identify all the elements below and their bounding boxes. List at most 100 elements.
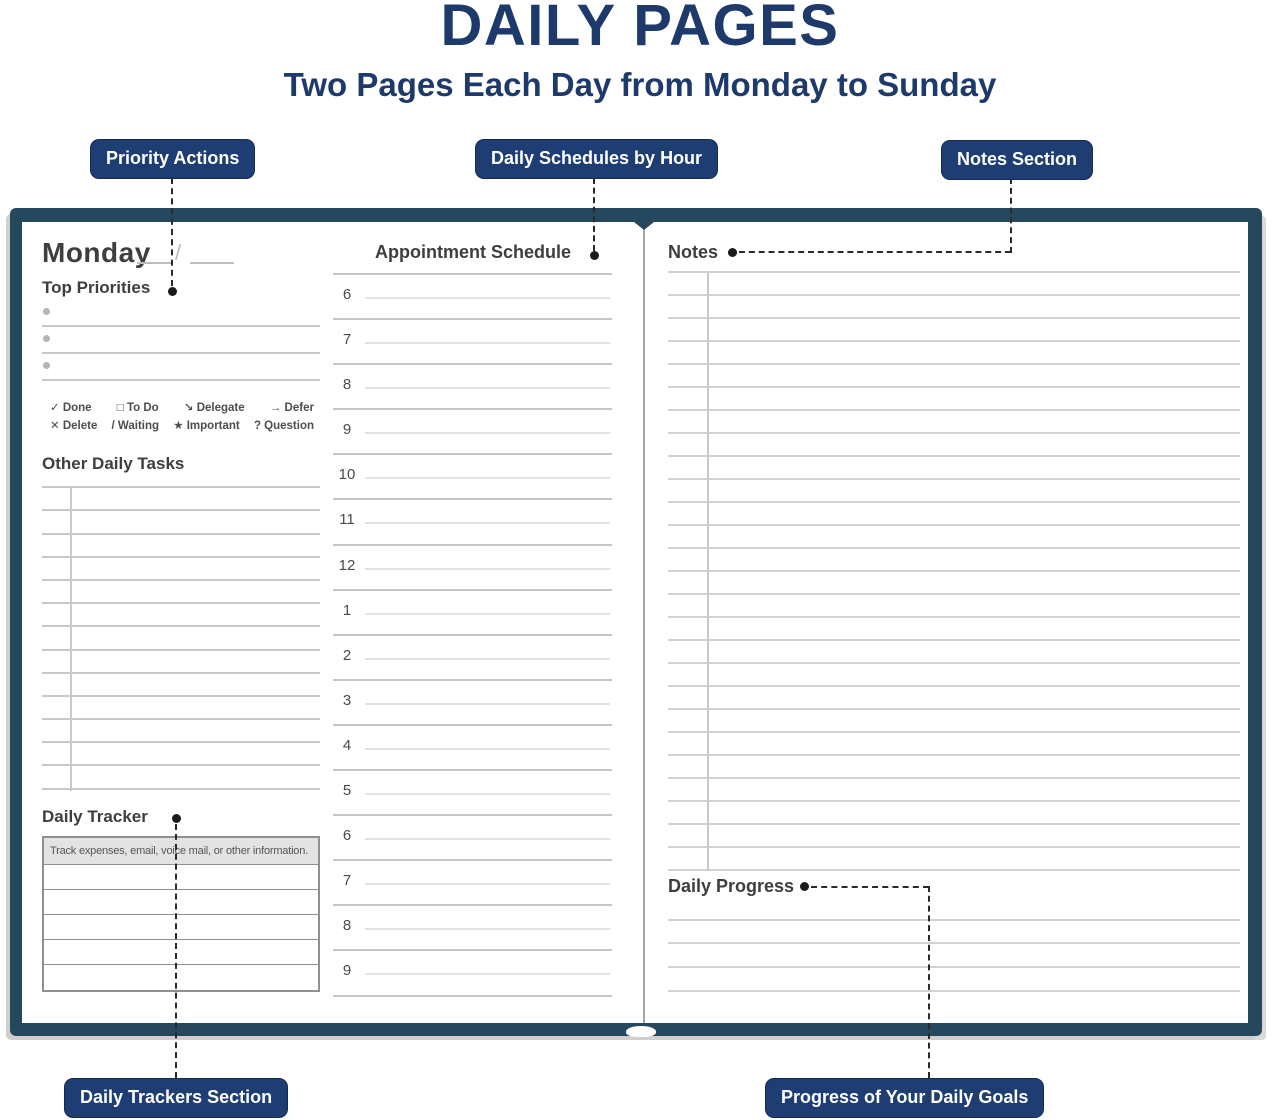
priority-rows: [42, 300, 320, 381]
schedule-hour-row: 5: [333, 769, 612, 814]
task-line: [42, 604, 320, 628]
note-line: [668, 595, 1240, 618]
other-daily-tasks-heading: Other Daily Tasks: [42, 454, 185, 473]
hour-label: 7: [342, 872, 352, 890]
task-line: [42, 558, 320, 581]
note-line: [668, 365, 1240, 388]
task-column-rule: [70, 488, 72, 791]
page-subtitle: Two Pages Each Day from Monday to Sunday: [283, 66, 997, 103]
notes-heading: Notes: [668, 242, 719, 262]
callout-daily-progress: Progress of Your Daily Goals: [765, 1078, 1045, 1118]
note-line: [668, 802, 1240, 825]
legend-item-question: ? Question: [253, 420, 314, 432]
schedule-hour-row: 1: [333, 588, 612, 634]
tracker-row: [44, 940, 318, 965]
callout-notes-section: Notes Section: [941, 140, 1094, 180]
half-hour-line: [365, 657, 610, 660]
half-hour-line: [365, 342, 610, 345]
note-line: [668, 457, 1240, 480]
half-hour-line: [365, 883, 610, 886]
tracker-header-cell: Track expenses, email, voice mail, or ot…: [44, 838, 318, 865]
connector-progress-horizontal: [811, 886, 929, 888]
task-line: [42, 651, 320, 674]
priority-row: [42, 300, 320, 327]
connector-daily-schedules: [593, 178, 595, 251]
task-line: [42, 488, 320, 512]
appointment-schedule-heading: Appointment Schedule: [374, 242, 571, 262]
schedule-hour-row: 10: [333, 453, 612, 498]
note-line: [668, 434, 1240, 457]
schedule-hour-row: 9: [333, 949, 612, 994]
note-line: [668, 618, 1240, 641]
note-line: [668, 411, 1240, 434]
hour-label: 6: [342, 827, 352, 845]
schedule-hour-row: 7: [333, 859, 612, 904]
hour-label: 1: [342, 601, 352, 619]
note-line: [668, 779, 1240, 802]
priority-row: [42, 354, 320, 381]
legend-row-1: ✓ Done □ To Do ↘ Delegate → Defer: [50, 399, 314, 417]
half-hour-line: [365, 838, 610, 841]
daily-tracker-table: Track expenses, email, voice mail, or ot…: [42, 836, 320, 992]
progress-lines: [668, 897, 1240, 992]
day-heading: Monday: [42, 237, 151, 268]
tracker-rows: [44, 865, 318, 990]
task-line: [42, 697, 320, 721]
half-hour-line: [365, 387, 610, 390]
hour-label: 8: [342, 917, 352, 935]
priority-row: [42, 327, 320, 354]
anchor-dot-progress: [800, 882, 809, 891]
top-priorities-heading: Top Priorities: [42, 278, 151, 297]
legend-item-delegate: ↘ Delegate: [183, 402, 245, 414]
schedule-hour-row: 11: [333, 498, 612, 543]
half-hour-line: [365, 702, 610, 705]
task-line: [42, 511, 320, 535]
half-hour-line: [365, 477, 610, 480]
hour-label: 8: [342, 376, 352, 394]
schedule-hour-row: 2: [333, 633, 612, 679]
schedule-hour-row: 6: [333, 814, 612, 859]
note-line: [668, 526, 1240, 549]
schedule-hour-row: 7: [333, 318, 612, 363]
progress-line: [668, 968, 1240, 992]
half-hour-line: [365, 432, 610, 435]
hour-label: 2: [342, 646, 352, 664]
schedule-hour-row: 8: [333, 363, 612, 408]
hour-label: 9: [342, 962, 352, 980]
half-hour-line: [365, 612, 610, 615]
connector-daily-tracker: [175, 824, 177, 1078]
half-hour-line: [365, 973, 610, 976]
note-line: [668, 572, 1240, 595]
legend-item-done: ✓ Done: [50, 402, 92, 414]
date-blank-month: [137, 240, 173, 264]
callout-daily-trackers: Daily Trackers Section: [64, 1078, 289, 1118]
schedule-hour-row: 6: [333, 273, 612, 318]
connector-notes-horizontal: [739, 251, 1011, 253]
schedule-hour-row: 4: [333, 723, 612, 769]
tracker-row: [44, 890, 318, 915]
task-line: [42, 743, 320, 767]
connector-priority-actions: [171, 178, 173, 286]
tracker-row: [44, 865, 318, 890]
anchor-dot-notes: [728, 248, 737, 257]
legend-item-delete: ✕ Delete: [50, 420, 98, 432]
page-gutter-line: [643, 222, 645, 1023]
note-line: [668, 296, 1240, 319]
progress-line: [668, 944, 1240, 969]
progress-line: [668, 897, 1240, 921]
anchor-dot-schedule: [590, 251, 599, 260]
anchor-dot-priorities: [168, 287, 177, 296]
task-line: [42, 674, 320, 697]
callout-priority-actions: Priority Actions: [90, 139, 256, 179]
hour-label: 5: [342, 782, 352, 800]
task-line: [42, 535, 320, 558]
schedule-hour-row: 12: [333, 543, 612, 589]
half-hour-line: [365, 747, 610, 750]
hour-label: 4: [342, 736, 352, 754]
note-line: [668, 319, 1240, 342]
notes-lines: [668, 250, 1240, 871]
note-line: [668, 549, 1240, 572]
note-line: [668, 664, 1240, 687]
connector-notes-vertical: [1010, 178, 1012, 253]
